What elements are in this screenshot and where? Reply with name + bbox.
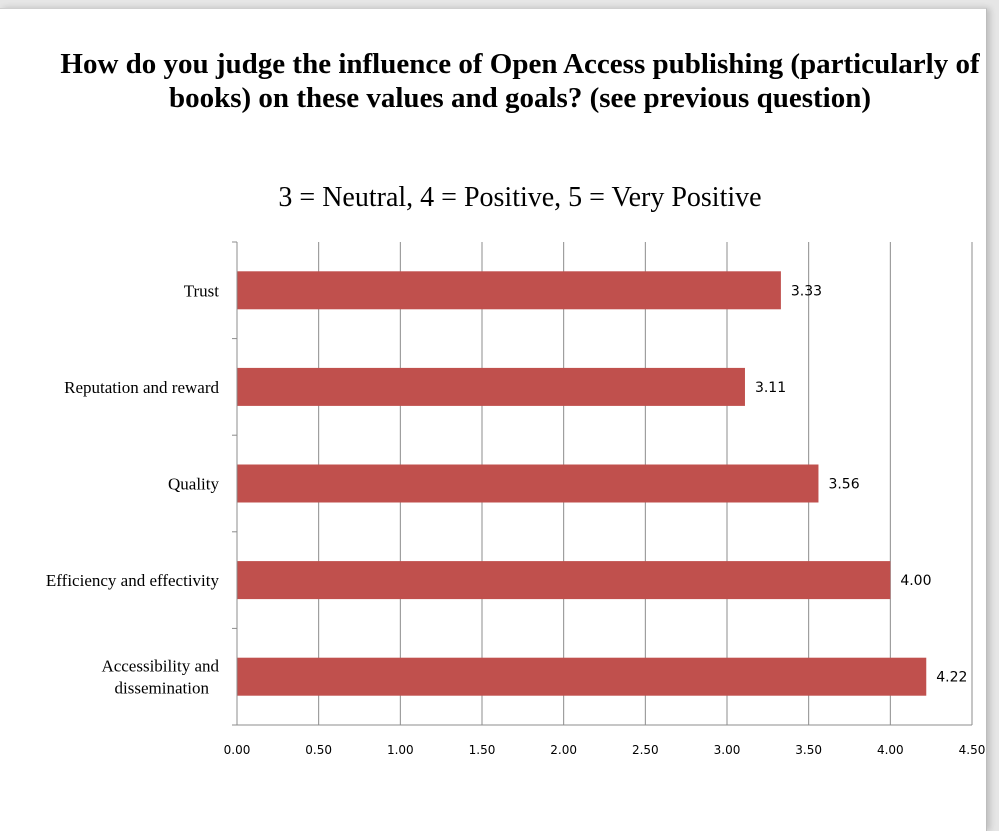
bar [237,464,819,503]
x-tick-label: 3.00 [714,743,741,757]
category-label: Quality [168,475,219,494]
chart-subtitle: 3 = Neutral, 4 = Positive, 5 = Very Posi… [278,182,762,213]
x-tick-label: 0.00 [224,743,251,757]
x-tick-label: 0.50 [305,743,332,757]
x-tick-label: 2.50 [632,743,659,757]
category-label: Accessibility and dissemination [101,657,219,698]
x-tick-label: 1.50 [469,743,496,757]
data-label: 3.56 [828,477,859,493]
bar [237,657,927,696]
x-tick-label: 4.00 [877,743,904,757]
category-label: Efficiency and effectivity [46,571,220,590]
data-label: 3.33 [791,283,822,299]
category-label: Reputation and reward [64,378,219,397]
bars [237,271,927,696]
data-label: 3.11 [755,380,786,396]
data-label: 4.00 [900,573,931,589]
labels: 0.00 0.50 1.00 1.50 2.00 2.50 3.00 3.50 4.00 4.50… [46,281,985,757]
x-tick-label: 2.00 [550,743,577,757]
x-tick-label: 1.00 [387,743,414,757]
axes [232,241,972,726]
data-label: 4.22 [936,670,967,686]
x-tick-label: 3.50 [795,743,822,757]
bar [237,271,781,310]
category-label: Trust [184,281,220,300]
bar [237,367,745,406]
bar [237,561,891,600]
chart-title: How do you judge the influence of Open A… [60,48,980,114]
x-tick-label: 4.50 [959,743,986,757]
